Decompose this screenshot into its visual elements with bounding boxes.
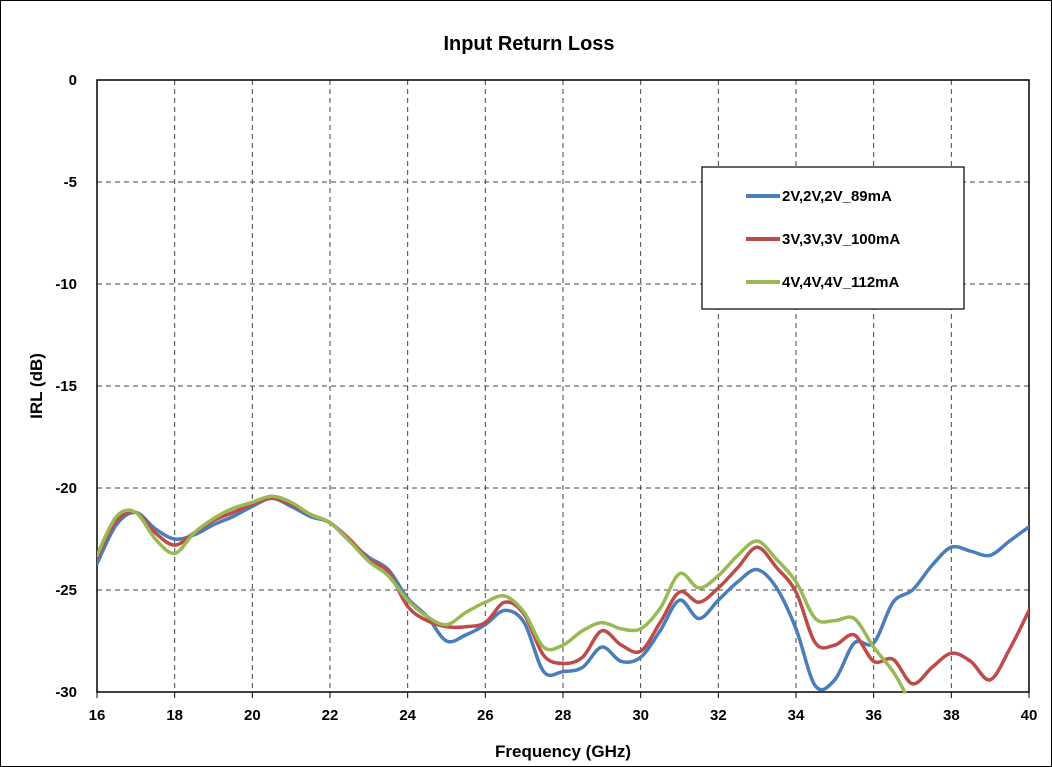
x-tick-label: 18 — [166, 707, 183, 724]
chart-title: Input Return Loss — [443, 33, 614, 55]
y-axis-title: IRL (dB) — [27, 353, 46, 419]
x-tick-label: 30 — [632, 707, 649, 724]
legend: 2V,2V,2V_89mA 3V,3V,3V_100mA 4V,4V,4V_112m… — [701, 166, 965, 310]
series-line-1 — [97, 496, 1029, 692]
y-tick-label: -20 — [55, 480, 77, 497]
series-layer — [97, 494, 1029, 694]
legend-label-2: 3V,3V,3V_100mA — [782, 231, 900, 248]
y-tick-label: -25 — [55, 582, 77, 599]
legend-label-3: 4V,4V,4V_112mA — [782, 274, 900, 291]
series-line-2 — [97, 496, 1029, 686]
y-tick-label: -30 — [55, 684, 77, 701]
x-tick-label: 20 — [244, 707, 261, 724]
y-tick-label: 0 — [69, 72, 77, 89]
y-tick-label: -15 — [55, 378, 77, 395]
series-line-3 — [97, 494, 907, 694]
x-tick-label: 26 — [477, 707, 494, 724]
x-tick-label: 40 — [1021, 707, 1038, 724]
x-tick-label: 36 — [865, 707, 882, 724]
legend-label-1: 2V,2V,2V_89mA — [782, 188, 892, 205]
legend-box — [701, 166, 965, 310]
x-tick-label: 32 — [710, 707, 727, 724]
x-tick-label: 24 — [399, 707, 416, 724]
x-axis-ticks: 16 18 20 22 24 26 28 30 32 34 36 38 40 — [89, 692, 1038, 724]
x-tick-label: 16 — [89, 707, 106, 724]
x-axis-title: Frequency (GHz) — [495, 742, 631, 761]
y-tick-label: -10 — [55, 276, 77, 293]
x-tick-label: 22 — [322, 707, 339, 724]
y-tick-label: -5 — [64, 174, 77, 191]
x-tick-label: 28 — [555, 707, 572, 724]
x-tick-label: 34 — [788, 707, 805, 724]
x-tick-label: 38 — [943, 707, 960, 724]
y-axis-ticks: 0 -5 -10 -15 -20 -25 -30 — [55, 72, 77, 701]
